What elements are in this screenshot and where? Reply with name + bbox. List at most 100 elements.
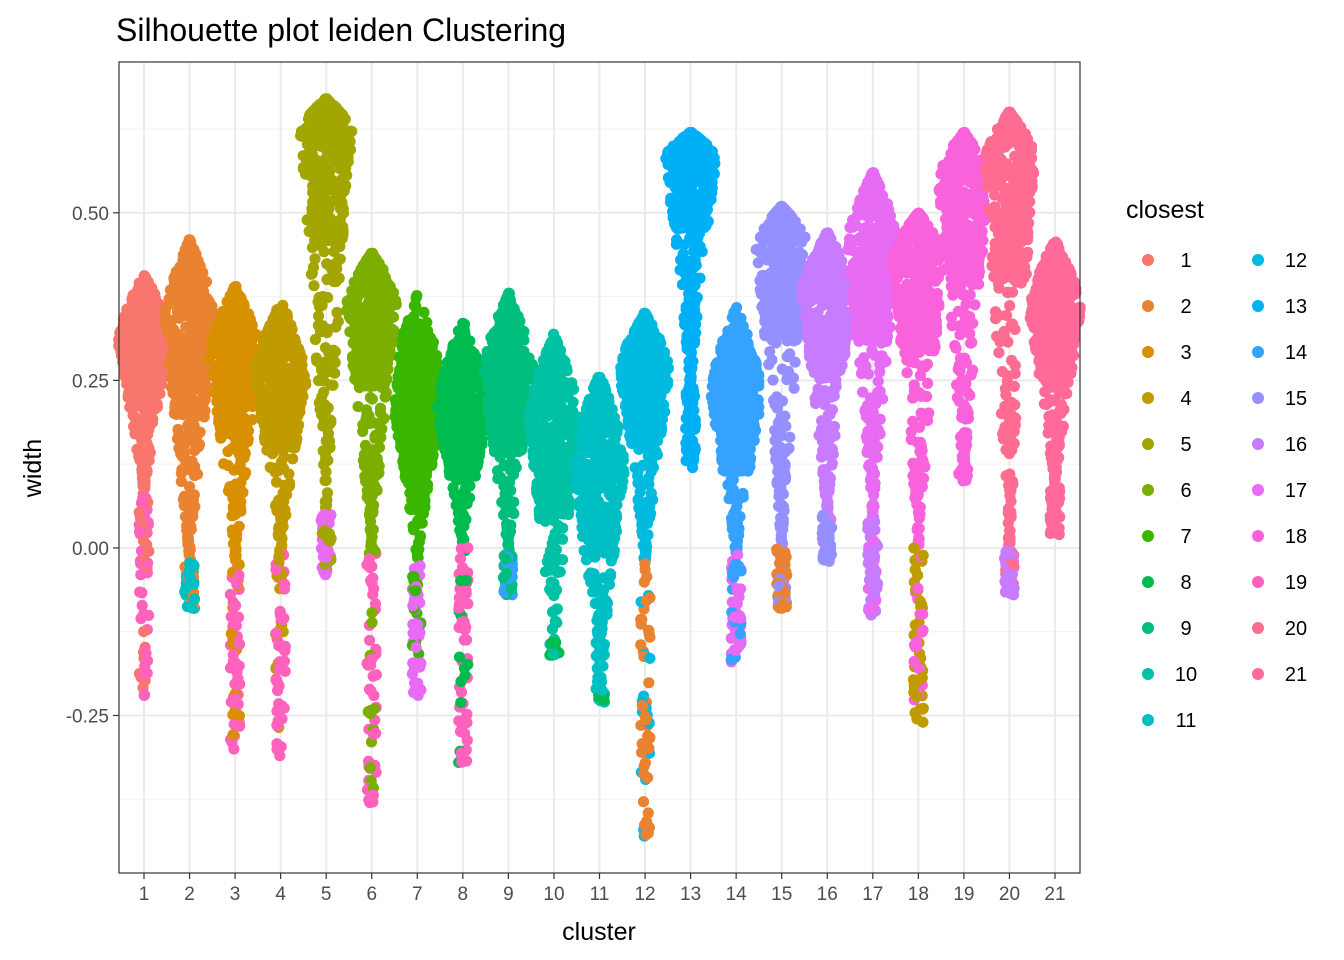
point bbox=[396, 341, 408, 353]
point bbox=[170, 390, 182, 402]
outlier-point bbox=[454, 553, 466, 565]
point bbox=[241, 326, 253, 338]
outlier-point bbox=[461, 708, 473, 720]
point bbox=[420, 337, 432, 349]
point bbox=[410, 302, 422, 314]
point bbox=[314, 326, 326, 338]
point bbox=[408, 460, 420, 472]
point bbox=[121, 322, 133, 334]
point bbox=[276, 352, 288, 364]
outlier-point bbox=[367, 789, 379, 801]
point bbox=[269, 466, 281, 478]
point bbox=[325, 214, 337, 226]
point bbox=[319, 356, 332, 368]
outlier-point bbox=[407, 600, 419, 612]
point bbox=[448, 338, 460, 351]
point bbox=[360, 380, 372, 392]
point bbox=[123, 313, 135, 325]
outlier-point bbox=[366, 616, 378, 629]
point bbox=[455, 464, 467, 476]
point bbox=[318, 420, 330, 432]
point bbox=[364, 329, 376, 341]
point bbox=[256, 350, 268, 362]
point bbox=[401, 430, 413, 442]
point bbox=[125, 342, 137, 354]
point bbox=[294, 378, 307, 390]
point bbox=[138, 482, 151, 494]
point bbox=[458, 334, 470, 346]
point bbox=[370, 429, 382, 441]
point bbox=[198, 378, 211, 390]
outlier-point bbox=[455, 543, 467, 555]
outlier-point bbox=[410, 641, 422, 654]
point bbox=[303, 225, 315, 238]
point bbox=[147, 413, 159, 425]
point bbox=[313, 310, 325, 322]
outlier-point bbox=[274, 638, 286, 650]
outlier-point bbox=[270, 673, 282, 685]
outlier-point bbox=[409, 677, 421, 689]
outlier-point bbox=[135, 497, 148, 509]
point bbox=[336, 233, 348, 245]
outlier-point bbox=[412, 619, 424, 631]
point bbox=[281, 421, 293, 433]
point bbox=[271, 476, 283, 488]
point bbox=[434, 400, 447, 412]
point bbox=[333, 126, 345, 138]
outlier-point bbox=[231, 666, 243, 679]
point bbox=[175, 475, 187, 488]
point bbox=[443, 417, 455, 429]
point bbox=[404, 386, 416, 398]
point bbox=[222, 445, 234, 458]
point bbox=[461, 438, 473, 450]
point bbox=[297, 367, 309, 379]
point bbox=[231, 315, 243, 327]
cluster-2-points bbox=[159, 234, 219, 614]
point bbox=[135, 287, 147, 299]
point bbox=[469, 360, 481, 372]
outlier-point bbox=[227, 649, 239, 661]
point bbox=[318, 246, 330, 258]
point bbox=[187, 494, 199, 506]
point bbox=[354, 272, 366, 284]
point bbox=[457, 518, 469, 530]
point bbox=[350, 284, 363, 296]
point bbox=[399, 353, 411, 365]
point bbox=[419, 496, 431, 508]
point bbox=[357, 419, 369, 431]
point bbox=[397, 455, 409, 467]
point bbox=[321, 494, 333, 506]
point bbox=[139, 463, 151, 475]
outlier-point bbox=[273, 663, 286, 675]
point bbox=[379, 391, 391, 403]
point bbox=[323, 260, 336, 272]
point bbox=[351, 328, 363, 340]
outlier-point bbox=[143, 545, 155, 557]
point bbox=[449, 360, 461, 372]
point bbox=[129, 428, 141, 440]
point bbox=[283, 327, 295, 339]
point bbox=[140, 360, 152, 372]
point bbox=[159, 305, 171, 317]
point bbox=[197, 288, 209, 300]
point bbox=[276, 410, 288, 422]
point bbox=[141, 438, 153, 450]
point bbox=[187, 510, 199, 523]
point bbox=[350, 367, 362, 379]
point bbox=[376, 347, 388, 359]
outlier-point bbox=[277, 613, 289, 626]
point bbox=[410, 473, 422, 486]
outlier-point bbox=[228, 718, 240, 730]
outlier-point bbox=[453, 602, 465, 614]
point bbox=[396, 416, 408, 428]
point bbox=[169, 271, 181, 283]
data-points bbox=[113, 93, 1086, 842]
point bbox=[342, 305, 354, 317]
outlier-point bbox=[270, 564, 282, 576]
outlier-point bbox=[368, 703, 381, 715]
point bbox=[329, 367, 341, 379]
point bbox=[301, 214, 313, 226]
outlier-point bbox=[134, 586, 146, 598]
point bbox=[261, 394, 273, 406]
outlier-point bbox=[136, 599, 148, 612]
